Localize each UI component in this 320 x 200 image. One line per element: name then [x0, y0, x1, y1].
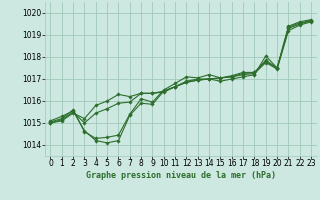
X-axis label: Graphe pression niveau de la mer (hPa): Graphe pression niveau de la mer (hPa): [86, 171, 276, 180]
